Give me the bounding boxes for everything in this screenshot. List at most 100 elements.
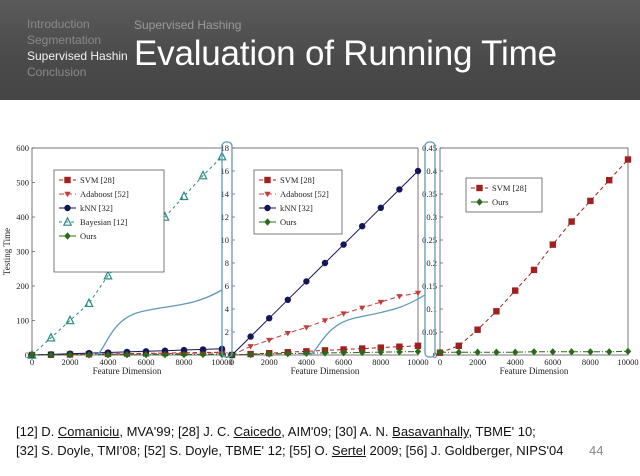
reference-text: [32] S. Doyle, TMI'08; [52] S. Doyle, TB… [16,443,332,458]
slide-header: Introduction Segmentation Supervised Has… [0,0,640,100]
panel-1-point [179,190,189,201]
panel-1-point [199,350,207,359]
panel-3-point [606,348,613,356]
panel-1-point [65,314,75,325]
panel-2-ytick-label: 0 [225,350,229,360]
nav-item-segmentation[interactable]: Segmentation [27,33,102,47]
panel-2-ytick-label: 12 [221,212,230,222]
panel-2-ytick-label: 10 [221,235,230,245]
panel-2-xtick-label: 10000 [407,357,428,367]
panel-1-series-line [31,353,222,356]
panel-3-ytick-label: 0.35 [422,189,437,199]
panel-3-ytick-label: 0.2 [426,258,437,268]
panel-3-xtick-label: 8000 [582,357,599,367]
reference-author: Comaniciu [57,424,120,439]
panel-2-legend-marker [264,176,271,184]
panel-2-point [247,344,254,350]
panel-2-ytick-label: 4 [225,304,230,314]
panel-2-legend-marker [264,204,271,212]
panel-3-legend [465,177,543,213]
panel-3-series-line [440,350,629,353]
panel-1-point [28,351,36,359]
zoom-connector-2 [307,294,426,356]
panel-3-point [436,348,444,356]
panel-1-legend-label: Adaboost [52] [80,189,129,199]
panel-2-legend-label: kNN [32] [280,203,313,213]
zoom-bracket-2 [424,141,436,358]
panel-3-point [606,177,613,184]
nav-item-conclusion[interactable]: Conclusion [27,65,87,79]
panel-2-ytick-label: 8 [225,258,229,268]
panel-2-point [414,167,422,175]
zoom-bracket-1 [221,141,233,358]
panel-3-ytick-label: 0.3 [426,212,437,222]
panel-2-point [414,290,422,297]
panel-3-point [455,342,462,349]
panel-3-point [455,348,462,356]
panel-2-point [377,204,384,211]
reference-text: , MVA'99; [28] J. C. [119,424,234,439]
panel-3-point [624,347,632,356]
panel-1-point [161,347,169,354]
panel-2-legend-label: Ours [280,217,297,227]
panel-3-legend-marker [476,184,483,192]
panel-2-point [359,305,366,312]
panel-3-point [568,218,575,225]
references: [12] D. Comaniciu, MVA'99; [28] J. C. Ca… [16,422,563,460]
panel-1-legend-marker [62,216,73,226]
panel-3-point [530,348,538,356]
panel-3-point [530,266,538,274]
panel-1-ylabel: Testing Time [2,228,12,275]
nav-item-introduction[interactable]: Introduction [27,17,90,31]
reference-text: , TBME' 10; [468,424,536,439]
panel-2-point [377,348,384,356]
panel-1-ytick-label: 300 [16,247,29,257]
panel-1-legend [53,169,165,273]
panel-2-point [321,349,329,357]
panel-1-point [199,346,207,353]
panel-3-xtick-label: 0 [438,357,442,367]
panel-1-legend-marker [64,204,71,212]
nav-item-supervised-hashing[interactable]: Supervised Hashing [27,50,127,63]
panel-2-point [321,318,329,324]
panel-2-point [340,311,347,317]
panel-1-legend-label: SVM [28] [80,175,115,185]
panel-2-point [284,330,291,337]
panel-3-point [624,156,632,163]
section-label: Supervised Hashing [134,18,242,32]
panel-3-point [549,348,556,356]
panel-1-point [180,346,188,354]
reference-author: Basavanhally [392,424,469,439]
panel-3-legend-label: Ours [492,197,509,207]
panel-1-legend-label: kNN [32] [80,203,113,213]
panel-3-xtick-label: 4000 [507,357,524,367]
panel-1-point [180,350,188,359]
panel-2-point [284,296,291,303]
panel-2-point [414,342,422,349]
panel-1-xtick-label: 10000 [211,357,232,367]
page-number: 44 [589,443,604,458]
panel-1-xtick-label: 6000 [138,357,155,367]
references-line-1: [12] D. Comaniciu, MVA'99; [28] J. C. Ca… [16,422,563,441]
panel-3-ytick-label: 0.15 [422,281,437,291]
panel-1-ytick-label: 600 [16,143,29,153]
panel-1-xtick-label: 8000 [176,357,193,367]
panel-3-point [587,197,594,205]
panel-2-point [303,325,310,331]
panel-2-legend-label: Adaboost [52] [280,189,329,199]
panel-3-point [512,287,519,294]
panel-2-xtick-label: 4000 [298,357,315,367]
panel-3-xtick-label: 6000 [544,357,561,367]
panel-1-point [46,332,56,342]
panel-2-point [396,348,403,356]
panel-3-xlabel: Feature Dimension [500,366,569,376]
panel-2-ytick-label: 18 [221,143,230,153]
panel-1-legend-label: Bayesian [12] [80,217,128,227]
panel-3-legend-label: SVM [28] [492,183,527,193]
panel-2-ytick-label: 14 [221,189,230,199]
slide-title: Evaluation of Running Time [134,34,557,73]
reference-author: Sertel [331,443,366,458]
panel-3-point [474,326,481,333]
panel-2-point [266,350,273,358]
